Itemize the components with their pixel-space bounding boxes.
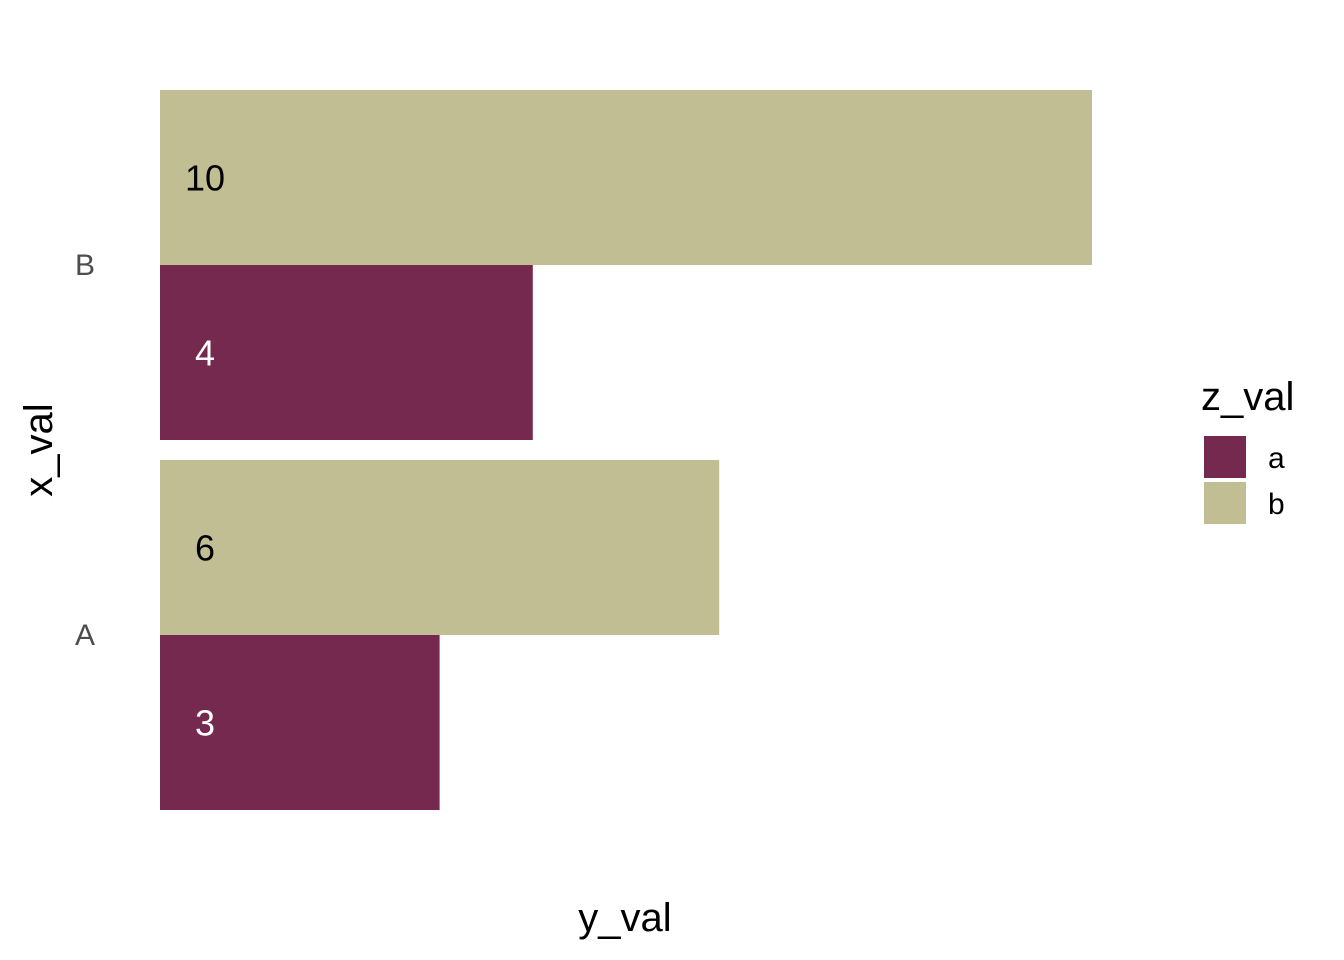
bar-value-label: 6 (195, 528, 215, 569)
legend-swatch-b (1204, 482, 1246, 524)
x-axis-title: y_val (578, 896, 671, 940)
legend: z_val ab (1201, 375, 1294, 524)
legend-items: ab (1204, 436, 1285, 524)
bar-value-label: 10 (185, 158, 225, 199)
legend-title: z_val (1201, 375, 1294, 419)
bar-value-label: 3 (195, 703, 215, 744)
y-tick-label: B (75, 249, 95, 282)
bar-b-A (160, 460, 720, 635)
bar-labels-group: 3 6 4 10 (185, 158, 225, 744)
bar-a-A (160, 635, 440, 810)
legend-label-b: b (1268, 488, 1285, 521)
bars-group (160, 90, 1092, 810)
y-tick-label: A (75, 619, 95, 652)
bar-b-B (160, 90, 1092, 265)
y-axis-ticks: AB (75, 249, 95, 652)
legend-swatch-a (1204, 436, 1246, 478)
bar-value-label: 4 (195, 333, 215, 374)
y-axis-title: x_val (17, 403, 61, 496)
legend-label-a: a (1268, 442, 1285, 475)
bar-a-B (160, 265, 533, 440)
